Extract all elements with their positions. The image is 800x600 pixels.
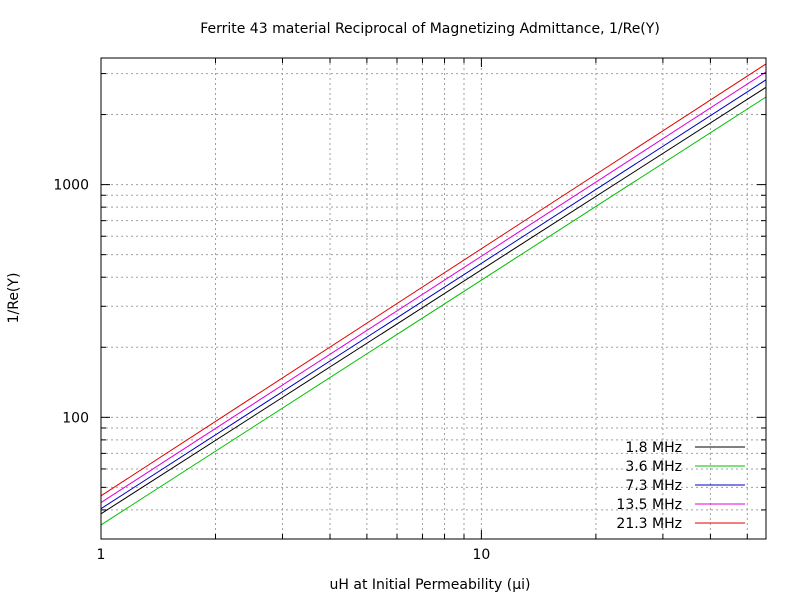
series-line: [100, 86, 767, 515]
legend-label: 1.8 MHz: [625, 440, 682, 456]
legend-label: 3.6 MHz: [625, 459, 682, 475]
x-axis-label: uH at Initial Permeability (µi): [330, 577, 531, 593]
y-axis-label: 1/Re(Y): [6, 273, 22, 324]
legend-label: 13.5 MHz: [616, 497, 682, 513]
legend: 1.8 MHz 3.6 MHz 7.3 MHz 13.5 MHz 21.3 MHz: [616, 440, 745, 532]
series-lines: [100, 63, 767, 526]
y-tick-label: 100: [62, 410, 89, 426]
series-line: [100, 79, 767, 510]
plot-border: [100, 57, 767, 540]
series-line: [100, 71, 767, 504]
legend-label: 21.3 MHz: [616, 516, 682, 532]
x-tick-label: 1: [97, 547, 106, 563]
x-tick-label: 10: [472, 547, 490, 563]
y-tick-label: 1000: [53, 178, 89, 194]
axis-ticks: 1 10 100 1000: [53, 58, 766, 563]
series-line: [100, 96, 767, 526]
chart-title: Ferrite 43 material Reciprocal of Magnet…: [200, 21, 660, 37]
series-line: [100, 63, 767, 497]
legend-label: 7.3 MHz: [625, 478, 682, 494]
